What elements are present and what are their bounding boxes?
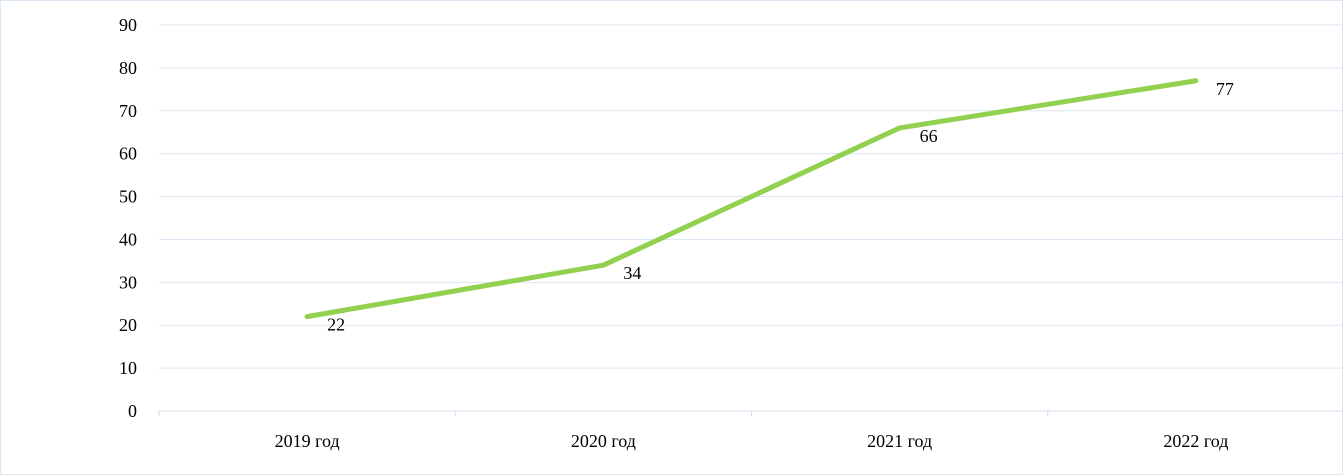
- x-axis-tick-labels: 2019 год 2020 год 2021 год 2022 год: [275, 431, 1229, 451]
- series-layer: [304, 78, 1199, 320]
- y-tick-label: 30: [119, 272, 137, 292]
- y-tick-label: 20: [119, 315, 137, 335]
- y-tick-label: 80: [119, 58, 137, 78]
- y-tick-label: 90: [119, 15, 137, 35]
- y-tick-label: 10: [119, 358, 137, 378]
- y-axis-tick-labels: 0 10 20 30 40 50 60 70 80 90: [119, 15, 137, 421]
- y-tick-label: 60: [119, 144, 137, 164]
- data-label: 34: [623, 263, 641, 283]
- x-tick-label: 2022 год: [1163, 431, 1228, 451]
- x-tick-label: 2020 год: [571, 431, 636, 451]
- data-labels: 22 34 66 77: [327, 79, 1234, 335]
- x-tick-label: 2021 год: [867, 431, 932, 451]
- y-tick-label: 40: [119, 229, 137, 249]
- data-label: 22: [327, 315, 345, 335]
- x-axis: [158, 410, 1343, 416]
- data-label: 66: [920, 126, 938, 146]
- y-tick-label: 50: [119, 187, 137, 207]
- y-tick-label: 70: [119, 101, 137, 121]
- series-line: [304, 78, 1199, 320]
- data-label: 77: [1216, 79, 1234, 99]
- y-tick-label: 0: [128, 401, 137, 421]
- x-tick-label: 2019 год: [275, 431, 340, 451]
